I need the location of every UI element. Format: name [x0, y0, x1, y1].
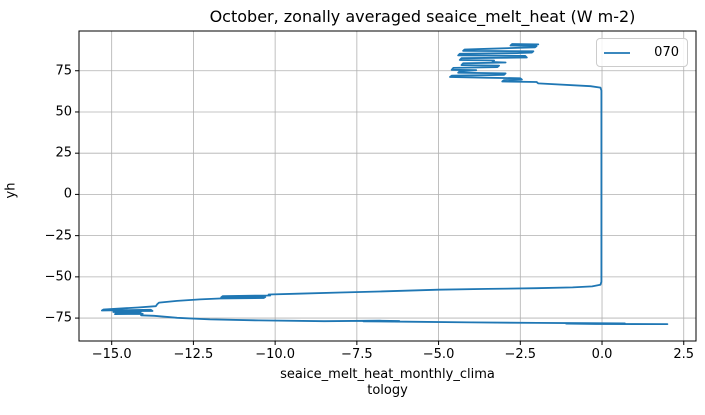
- x-axis-label: seaice_melt_heat_monthly_clima tology: [280, 367, 495, 398]
- xtick-label: 0.0: [591, 347, 613, 362]
- chart-title-text: October, zonally averaged seaice_melt_he…: [209, 7, 636, 26]
- legend-entry-label: 070: [654, 45, 679, 60]
- xtick-label: −10.0: [255, 347, 296, 362]
- ytick-label: 50: [55, 104, 72, 120]
- ytick-label: 75: [55, 63, 72, 79]
- series-line-070: [101, 43, 669, 326]
- ytick-label: −75: [44, 310, 72, 326]
- ytick-label: −50: [44, 269, 72, 285]
- ytick-label: 0: [63, 186, 72, 202]
- ytick-label: 25: [55, 145, 72, 161]
- legend-line-sample: [604, 51, 630, 54]
- xtick-label: 2.5: [673, 347, 695, 362]
- ytick-label: −25: [44, 228, 72, 244]
- xtick-label: −15.0: [91, 347, 132, 362]
- chart-title: October, zonally averaged seaice_melt_he…: [0, 7, 705, 26]
- xtick-label: −7.5: [341, 347, 373, 362]
- y-axis-label: yh: [3, 182, 19, 199]
- xtick-label: −12.5: [173, 347, 214, 362]
- xtick-label: −5.0: [422, 347, 455, 362]
- axes-spines: [78, 30, 697, 342]
- xtick-label: −2.5: [504, 347, 537, 362]
- legend: 070: [596, 38, 688, 67]
